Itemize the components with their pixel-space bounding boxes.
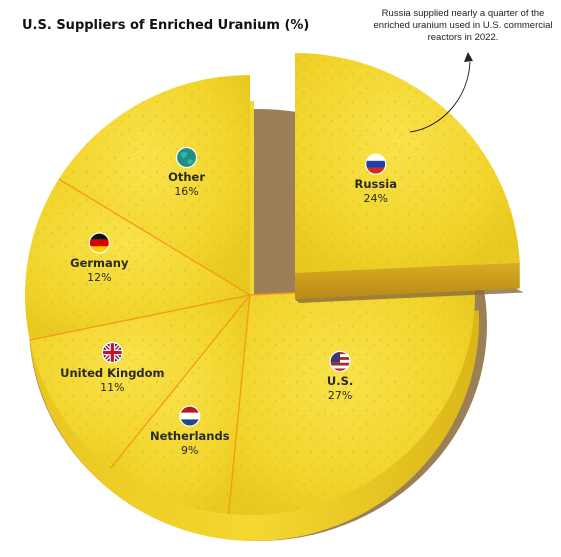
russia-slice-base (295, 288, 524, 303)
slice-divider (29, 294, 251, 341)
slice-name: Netherlands (150, 429, 230, 444)
uk-flag (101, 341, 123, 364)
slice-label-russia: Russia 24% (355, 177, 397, 206)
slice-label-u-s-: U.S. 27% (327, 374, 353, 403)
globe-icon (175, 146, 198, 169)
slice-value: 16% (174, 185, 199, 199)
cake-body (24, 75, 487, 541)
flag-icons (88, 146, 387, 427)
slice-texture (295, 53, 520, 273)
slice-name: Germany (70, 256, 129, 271)
slice-name: Other (168, 170, 206, 185)
usa-flag (329, 350, 351, 372)
slice-name: Russia (354, 177, 397, 192)
slice-value: 9% (181, 444, 199, 458)
slice-texture (228, 284, 475, 515)
annotation-arrowhead (464, 52, 473, 62)
chart-annotation: Russia supplied nearly a quarter of the … (373, 8, 553, 43)
russia-slice-side (295, 262, 520, 299)
germany-flag (88, 232, 110, 254)
slice-label-netherlands: Netherlands 9% (150, 429, 230, 458)
slice-name: U.S. (326, 374, 354, 389)
slice-value: 27% (327, 389, 353, 403)
slice-label-germany: Germany 12% (70, 256, 128, 285)
exploded-slice (295, 53, 524, 303)
netherlands-flag (179, 405, 201, 427)
slice-divider (227, 294, 251, 515)
slice-texture (58, 75, 250, 295)
russia-flag (365, 153, 387, 175)
slice-label-other: Other 16% (168, 170, 205, 199)
slice-value: 12% (87, 271, 112, 285)
slice-value: 24% (363, 192, 388, 206)
annotation-arrow (409, 61, 471, 133)
slice-texture (24, 179, 251, 341)
chart-title: U.S. Suppliers of Enriched Uranium (%) (22, 18, 310, 33)
slice-divider (58, 178, 251, 296)
slice-name: United Kingdom (60, 365, 165, 380)
slice-divider (110, 294, 251, 469)
slice-texture (29, 295, 250, 468)
slice-texture (110, 295, 250, 515)
slice-label-united-kingdom: United Kingdom 11% (60, 366, 164, 395)
slice-value: 11% (100, 380, 125, 394)
